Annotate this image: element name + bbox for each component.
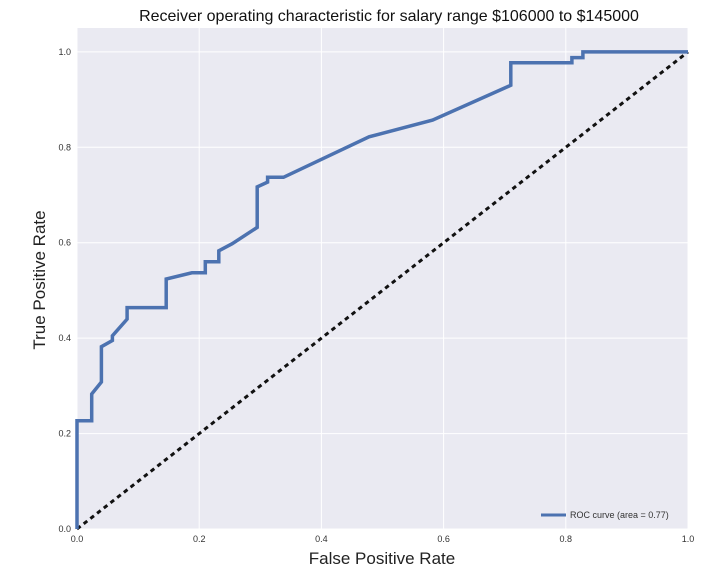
y-tick-label: 1.0	[58, 47, 71, 57]
x-axis-label: False Positive Rate	[309, 549, 455, 568]
y-axis-label: True Positive Rate	[30, 210, 49, 349]
x-tick-label: 0.4	[315, 534, 328, 544]
grid-lines	[76, 28, 689, 530]
x-tick-label: 0.0	[71, 534, 84, 544]
series-layer	[75, 50, 689, 531]
diagonal-reference-line	[76, 50, 689, 531]
chart-title: Receiver operating characteristic for sa…	[139, 8, 639, 25]
tick-labels: 0.0 0.2 0.4 0.6 0.8 1.0 0.0 0.2 0.4 0.6 0.8 1.0	[58, 47, 694, 544]
y-tick-label: 0.0	[58, 524, 71, 534]
y-tick-label: 0.4	[58, 333, 71, 343]
y-tick-label: 0.2	[58, 429, 71, 439]
legend-label-roc: ROC curve (area = 0.77)	[570, 510, 669, 520]
plot-area	[77, 28, 688, 529]
x-tick-label: 0.6	[437, 534, 450, 544]
x-tick-label: 1.0	[682, 534, 695, 544]
x-tick-label: 0.2	[193, 534, 206, 544]
x-tick-label: 0.8	[560, 534, 573, 544]
legend: ROC curve (area = 0.77)	[541, 510, 669, 520]
y-tick-label: 0.6	[58, 238, 71, 248]
roc-curve-line	[75, 50, 688, 529]
y-tick-label: 0.8	[58, 142, 71, 152]
